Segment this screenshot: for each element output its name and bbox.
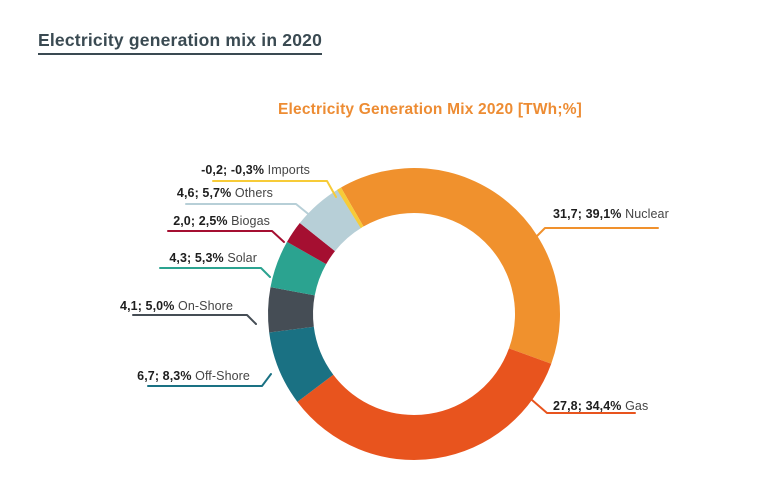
leader-line-biogas bbox=[167, 230, 285, 243]
callout-gas-value: 27,8; 34,4% bbox=[553, 399, 622, 413]
callout-biogas-label: Biogas bbox=[231, 214, 270, 228]
segment-gas bbox=[297, 348, 552, 460]
leader-line-off-shore bbox=[147, 373, 272, 387]
callout-imports-value: -0,2; -0,3% bbox=[201, 163, 265, 177]
leader-line-on-shore bbox=[132, 314, 257, 325]
callout-solar: 4,3; 5,3% Solar bbox=[169, 251, 257, 265]
leader-line-nuclear bbox=[535, 227, 659, 238]
segment-imports bbox=[337, 187, 364, 229]
chart-title: Electricity Generation Mix 2020 [TWh;%] bbox=[277, 101, 583, 118]
callout-nuclear-label: Nuclear bbox=[625, 207, 669, 221]
segment-on-shore bbox=[268, 287, 315, 333]
page-title: Electricity generation mix in 2020 bbox=[38, 30, 322, 55]
callout-offshore-label: Off-Shore bbox=[195, 369, 250, 383]
segment-biogas bbox=[287, 223, 335, 265]
callout-offshore: 6,7; 8,3% Off-Shore bbox=[137, 369, 250, 383]
callout-biogas-value: 2,0; 2,5% bbox=[173, 214, 228, 228]
callout-others-label: Others bbox=[234, 186, 273, 200]
callout-others: 4,6; 5,7% Others bbox=[177, 186, 273, 200]
callout-nuclear-value: 31,7; 39,1% bbox=[553, 207, 622, 221]
segment-solar bbox=[270, 241, 327, 296]
leader-line-others bbox=[185, 203, 313, 218]
leader-line-gas bbox=[531, 399, 636, 414]
callout-nuclear: 31,7; 39,1% Nuclear bbox=[553, 207, 669, 221]
callout-biogas: 2,0; 2,5% Biogas bbox=[173, 214, 270, 228]
callout-imports-label: Imports bbox=[267, 163, 310, 177]
callout-gas-label: Gas bbox=[625, 399, 649, 413]
leader-line-solar bbox=[159, 267, 271, 278]
segment-off-shore bbox=[269, 326, 334, 402]
callout-onshore-label: On-Shore bbox=[178, 299, 233, 313]
leader-line-imports bbox=[212, 180, 337, 198]
callout-others-value: 4,6; 5,7% bbox=[176, 186, 232, 200]
segment-nuclear bbox=[341, 168, 560, 364]
callout-imports: -0,2; -0,3% Imports bbox=[201, 163, 310, 177]
callout-gas: 27,8; 34,4% Gas bbox=[553, 399, 648, 413]
callout-onshore-value: 4,1; 5,0% bbox=[120, 299, 175, 313]
callout-offshore-value: 6,7; 8,3% bbox=[137, 369, 192, 383]
callout-solar-label: Solar bbox=[227, 251, 257, 265]
callout-onshore: 4,1; 5,0% On-Shore bbox=[120, 299, 233, 313]
callout-solar-value: 4,3; 5,3% bbox=[169, 251, 224, 265]
